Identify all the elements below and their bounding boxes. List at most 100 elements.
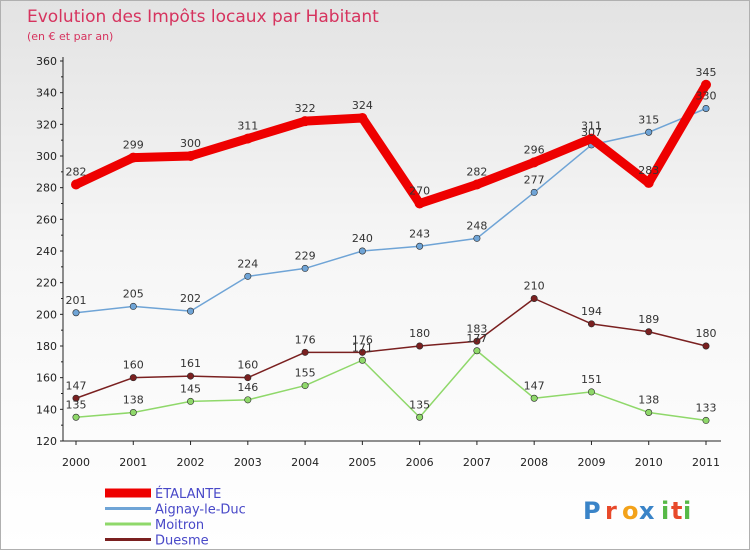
- data-label: 311: [237, 120, 258, 133]
- data-point: [529, 157, 540, 168]
- series-layer: [71, 79, 711, 424]
- data-label: 177: [466, 332, 487, 345]
- y-tick-label: 340: [36, 87, 57, 100]
- data-point: [129, 408, 137, 416]
- x-tick-label: 2002: [177, 456, 205, 469]
- data-label: 282: [466, 166, 487, 179]
- data-point: [129, 302, 137, 310]
- x-tick-label: 2008: [520, 456, 548, 469]
- data-point: [416, 413, 424, 421]
- data-point: [128, 152, 139, 163]
- data-label: 201: [66, 294, 87, 307]
- data-label: 322: [295, 102, 316, 115]
- axes: 120 140 160 180 200 220 240 260 280 300 320 340 360 2…: [36, 55, 721, 469]
- data-point: [300, 116, 311, 127]
- data-label: 180: [409, 327, 430, 340]
- logo-letter: o: [622, 497, 639, 525]
- logo-letter: i: [661, 497, 669, 525]
- data-point: [587, 320, 595, 328]
- data-point: [187, 372, 195, 380]
- legend-label: Aignay-le-Duc: [155, 503, 246, 518]
- data-point: [530, 394, 538, 402]
- data-point: [701, 79, 711, 90]
- data-point: [357, 113, 368, 123]
- y-tick-label: 120: [36, 435, 57, 448]
- x-tick-label: 2011: [692, 456, 720, 469]
- data-point: [702, 105, 710, 113]
- data-label: 240: [352, 232, 373, 245]
- data-label: 133: [696, 401, 717, 414]
- y-tick-label: 320: [36, 118, 57, 131]
- data-point: [473, 234, 481, 242]
- data-point: [702, 342, 710, 350]
- data-label: 135: [66, 398, 87, 411]
- data-label: 248: [466, 219, 487, 232]
- data-point: [244, 396, 252, 404]
- data-label: 324: [352, 99, 373, 112]
- data-point: [702, 416, 710, 424]
- x-tick-label: 2005: [348, 456, 376, 469]
- data-label: 194: [581, 305, 602, 318]
- data-label: 189: [638, 313, 659, 326]
- data-point: [71, 179, 81, 190]
- data-label: 155: [295, 367, 316, 380]
- data-label: 307: [581, 126, 602, 139]
- y-tick-label: 220: [36, 277, 57, 290]
- x-tick-label: 2006: [406, 456, 434, 469]
- data-point: [301, 382, 309, 390]
- data-label: 176: [295, 333, 316, 346]
- data-point: [416, 242, 424, 250]
- data-point: [471, 179, 482, 190]
- logo-letter: r: [605, 497, 617, 525]
- y-tick-label: 180: [36, 340, 57, 353]
- data-label: 270: [409, 185, 430, 198]
- data-point: [587, 388, 595, 396]
- series-line: [75, 350, 707, 422]
- x-tick-label: 2007: [463, 456, 491, 469]
- data-label: 311: [581, 120, 602, 133]
- chart-title: Evolution des Impôts locaux par Habitant: [27, 7, 379, 27]
- data-label: 205: [123, 287, 144, 300]
- data-label: 210: [524, 280, 545, 293]
- y-tick-label: 360: [36, 55, 57, 68]
- data-label: 160: [123, 359, 144, 372]
- data-point: [586, 133, 597, 144]
- y-tick-label: 280: [36, 182, 57, 195]
- data-label: 145: [180, 382, 201, 395]
- y-tick-label: 160: [36, 372, 57, 385]
- data-label: 282: [66, 166, 87, 179]
- data-point: [358, 356, 366, 364]
- x-tick-label: 2003: [234, 456, 262, 469]
- data-label: 202: [180, 292, 201, 305]
- data-point: [242, 133, 253, 144]
- data-label: 330: [696, 90, 717, 103]
- data-label: 296: [524, 143, 545, 156]
- data-point: [187, 397, 195, 405]
- data-label: 147: [66, 379, 87, 392]
- data-label: 138: [123, 394, 144, 407]
- series-line: [71, 80, 711, 208]
- data-label: 151: [581, 373, 602, 386]
- data-point: [530, 188, 538, 196]
- data-point: [414, 198, 425, 209]
- y-tick-label: 260: [36, 213, 57, 226]
- data-point: [301, 348, 309, 356]
- data-point: [358, 348, 366, 356]
- data-label: 243: [409, 227, 430, 240]
- data-point: [185, 151, 196, 161]
- data-label: 147: [524, 379, 545, 392]
- data-point: [358, 247, 366, 255]
- data-point: [129, 374, 137, 382]
- data-label: 300: [180, 137, 201, 150]
- data-label: 171: [352, 341, 373, 354]
- x-tick-label: 2000: [62, 456, 90, 469]
- series--talante: [71, 79, 711, 209]
- chart-subtitle: (en € et par an): [27, 30, 113, 43]
- series-line: [75, 107, 707, 314]
- y-tick-label: 200: [36, 308, 57, 321]
- data-point: [244, 374, 252, 382]
- data-label: 229: [295, 249, 316, 262]
